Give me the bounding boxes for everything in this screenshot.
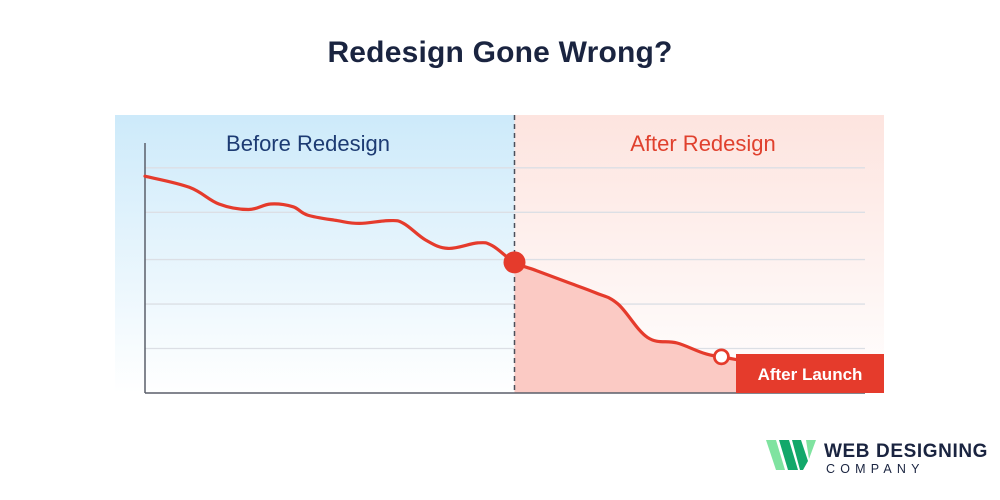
logo-subtext: COMPANY [826, 462, 925, 476]
logo-stroke-4 [806, 440, 816, 459]
region-label-after: After Redesign [630, 131, 776, 156]
page-title: Redesign Gone Wrong? [327, 36, 673, 69]
region-before-bg [115, 115, 515, 393]
launch-point-marker [713, 348, 730, 366]
after-launch-badge [736, 354, 884, 393]
logo-icon [766, 440, 816, 470]
redesign-point-marker [503, 251, 526, 274]
logo-stroke-1 [766, 440, 785, 470]
series-line [143, 174, 775, 370]
region-label-before: Before Redesign [226, 131, 390, 156]
logo-text: WEB DESIGNING [824, 441, 989, 462]
logo-stroke-2 [779, 440, 798, 470]
after-area-fill [514, 262, 884, 393]
logo-stroke-3 [792, 440, 808, 470]
after-launch-label: After Launch [758, 365, 863, 384]
